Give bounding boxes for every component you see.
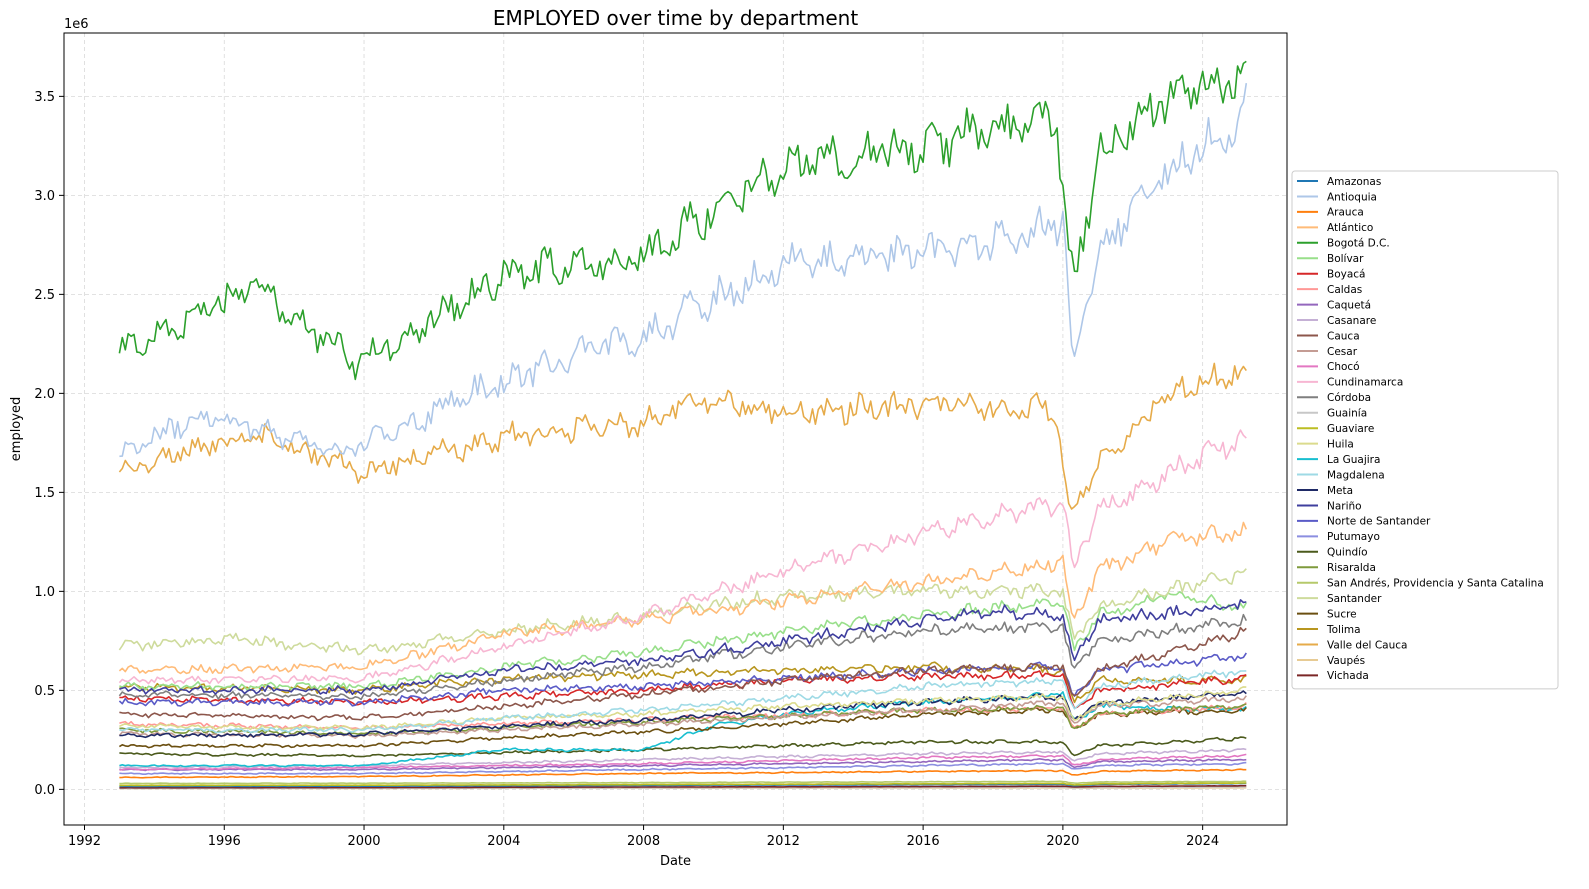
x-tick-label: 1996 [208,834,241,849]
y-tick-label: 1.0 [34,585,55,600]
y-tick-label: 2.5 [34,288,55,303]
legend-entry: Caquetá [1327,299,1371,311]
series-line-quindío [119,736,1247,758]
y-axis-label: employed [9,397,24,461]
series-line-san-andrés-providencia-y-santa-catalina [119,780,1247,785]
series-line-valle-del-cauca [118,362,1247,510]
legend-entry: Vichada [1327,670,1369,682]
legend: Amazonas Antioquia Arauca Atlántico Bogotá D… [1291,170,1559,690]
y-axis: 0.0 0.5 1.0 1.5 2.0 2.5 3.0 3.5 [34,90,64,798]
legend-entry: Córdoba [1327,392,1371,404]
legend-entry: Valle del Cauca [1327,639,1407,651]
y-axis-offset-label: 1e6 [64,17,89,32]
series-line-arauca [119,768,1247,779]
y-tick-label: 3.5 [34,90,55,105]
series-line-nariño [119,599,1247,696]
y-tick-label: 0.5 [34,684,55,699]
legend-entry: Atlántico [1327,222,1373,234]
legend-entry: Meta [1327,485,1353,497]
legend-entry: Quindío [1327,547,1368,559]
series-line-chocó [119,753,1247,771]
series-line-atlántico [118,521,1248,675]
series-line-bolívar [119,591,1247,692]
series-line-magdalena [119,669,1247,734]
x-tick-label: 1992 [68,834,101,849]
series-line-vichada [119,784,1247,789]
legend-entry: Bolívar [1327,253,1364,265]
legend-entry: Casanare [1327,315,1376,327]
series-line-caquetá [119,757,1247,772]
y-tick-label: 0.0 [34,783,55,798]
y-tick-label: 1.5 [34,486,55,501]
series-line-antioquia [119,82,1248,458]
series-line-cauca [119,626,1247,722]
series-line-bogotá-d-c- [118,60,1247,381]
legend-entry: Cesar [1327,346,1358,358]
legend-entry: Boyacá [1327,269,1365,281]
legend-entry: San Andrés, Providencia y Santa Catalina [1327,578,1544,590]
y-tick-label: 2.0 [34,387,55,402]
legend-entry: Santander [1327,593,1382,605]
series-line-huila [119,686,1247,731]
legend-entry: Caldas [1327,284,1362,296]
series-line-córdoba [118,613,1248,701]
legend-entry: Antioquia [1327,191,1377,203]
legend-entry: Guaviare [1327,423,1374,435]
legend-box [1291,170,1559,690]
x-axis: 1992 1996 2000 2004 2008 2012 2016 2020 2024 [68,825,1219,849]
legend-entry: Magdalena [1327,469,1385,481]
plot-area-frame [63,32,1288,826]
legend-entry: Arauca [1327,207,1364,219]
legend-entry: La Guajira [1327,454,1380,466]
legend-entry: Tolima [1326,624,1361,636]
x-axis-label: Date [660,854,691,869]
x-tick-label: 2012 [767,834,800,849]
x-tick-label: 2024 [1186,834,1219,849]
legend-entry: Bogotá D.C. [1327,238,1390,250]
legend-entry: Vaupés [1327,655,1365,667]
series-line-cundinamarca [118,429,1247,685]
legend-entry: Nariño [1327,500,1362,512]
legend-entry: Sucre [1327,608,1357,620]
series-line-tolima [119,661,1247,704]
legend-entry: Chocó [1327,361,1360,373]
legend-entry: Cauca [1327,330,1360,342]
legend-entry: Risaralda [1327,562,1376,574]
legend-entry: Guainía [1327,408,1367,420]
x-tick-label: 2008 [627,834,660,849]
legend-entry: Huila [1327,438,1354,450]
series-line-santander [118,568,1247,656]
x-tick-label: 2000 [347,834,380,849]
x-tick-label: 2020 [1046,834,1079,849]
x-tick-label: 2016 [907,834,940,849]
y-tick-label: 3.0 [34,189,55,204]
series-line-putumayo [119,761,1247,776]
legend-entry: Norte de Santander [1327,516,1431,528]
chart-title: EMPLOYED over time by department [493,6,859,30]
series-line-guaviare [119,782,1247,787]
legend-entry: Putumayo [1327,531,1380,543]
series-lines [118,60,1248,790]
x-tick-label: 2004 [487,834,520,849]
legend-entry: Amazonas [1327,176,1381,188]
series-line-la-guajira [119,691,1247,768]
series-line-sucre [118,706,1247,749]
series-line-meta [119,690,1247,739]
legend-entry: Cundinamarca [1327,377,1403,389]
